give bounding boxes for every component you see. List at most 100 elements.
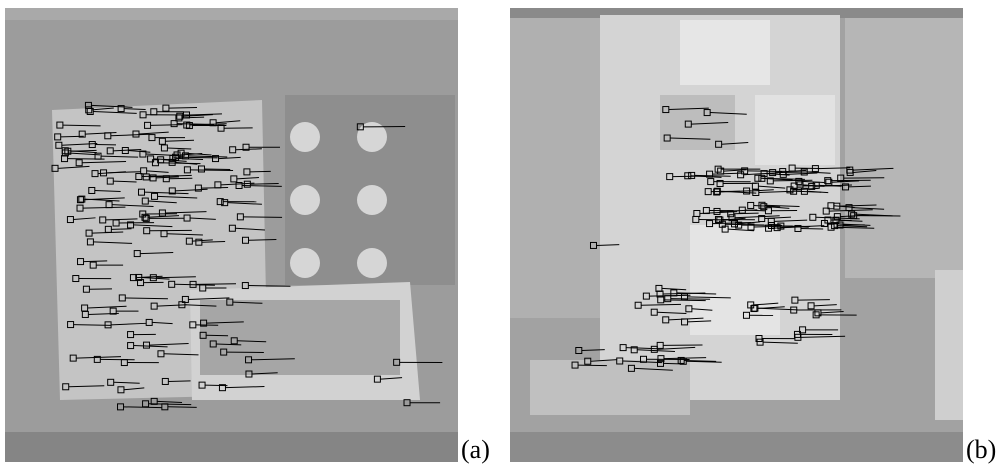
feature-box <box>150 302 158 310</box>
feature-box <box>127 331 135 339</box>
feature-box <box>833 213 841 221</box>
match-line <box>853 170 877 173</box>
feature-box <box>713 207 721 215</box>
match-line <box>801 180 825 184</box>
feature-box <box>183 214 191 222</box>
feature-box <box>845 204 853 212</box>
feature-box <box>181 295 189 303</box>
feature-box <box>55 141 63 149</box>
match-line <box>235 227 265 231</box>
match-line <box>206 321 244 324</box>
match-line <box>216 343 242 346</box>
match-line <box>83 206 126 209</box>
match-line <box>111 322 147 326</box>
feature-box <box>109 307 117 315</box>
match-line <box>840 214 870 218</box>
photo-b <box>510 8 963 462</box>
feature-box <box>747 201 755 209</box>
match-line <box>73 217 96 221</box>
feature-box <box>149 174 157 182</box>
feature-box <box>106 147 114 155</box>
feature-box <box>589 241 597 249</box>
feature-box <box>82 285 90 293</box>
feature-box <box>139 111 147 119</box>
match-line <box>734 215 780 219</box>
match-line <box>773 179 813 182</box>
feature-box <box>226 298 234 306</box>
feature-box <box>837 174 845 182</box>
match-line <box>149 342 189 346</box>
feature-box <box>241 282 249 290</box>
feature-box <box>706 170 714 178</box>
match-line <box>190 217 216 220</box>
dot <box>290 185 320 215</box>
match-line <box>149 174 192 178</box>
feature-box <box>77 258 85 266</box>
feature-box <box>195 238 203 246</box>
match-line <box>722 217 746 221</box>
match-line <box>766 206 790 209</box>
match-line <box>225 386 265 389</box>
match-line <box>190 169 234 172</box>
feature-box <box>137 188 145 196</box>
feature-box <box>824 177 832 185</box>
match-line <box>834 226 875 229</box>
feature-box <box>100 169 108 177</box>
feature-box <box>236 213 244 221</box>
match-line <box>177 123 215 125</box>
monitor <box>935 270 963 420</box>
match-line <box>758 185 786 189</box>
feature-box <box>656 341 664 349</box>
match-line <box>749 189 774 192</box>
match-line <box>93 241 133 244</box>
match-line <box>851 207 885 210</box>
match-line <box>235 148 262 151</box>
feature-box <box>230 337 238 345</box>
poster-sheet <box>680 20 770 85</box>
feature-box <box>713 188 721 196</box>
feature-box <box>76 204 84 212</box>
feature-box <box>790 182 798 190</box>
feature-box <box>685 305 693 313</box>
feature-box <box>209 119 217 127</box>
match-line <box>147 215 180 218</box>
feature-box <box>684 172 692 180</box>
match-line <box>144 191 189 195</box>
match-line <box>668 107 709 111</box>
match-line <box>125 297 168 300</box>
feature-box <box>794 224 802 232</box>
feature-box <box>127 342 135 350</box>
dot <box>357 248 387 278</box>
match-line <box>83 260 108 263</box>
feature-box <box>634 301 642 309</box>
match-line <box>800 335 846 338</box>
match-line <box>774 219 808 222</box>
feature-box <box>793 330 801 338</box>
feature-box <box>767 217 775 225</box>
feature-box <box>185 237 193 245</box>
match-line <box>123 406 162 409</box>
match-line <box>251 372 278 375</box>
match-line <box>670 137 711 140</box>
match-line <box>157 400 183 404</box>
match-line <box>649 294 691 297</box>
feature-box <box>89 261 97 269</box>
feature-box <box>142 341 150 349</box>
match-line <box>158 162 201 165</box>
feature-box <box>221 199 229 207</box>
feature-box <box>831 222 839 230</box>
match-line <box>76 356 122 359</box>
feature-box <box>786 186 794 194</box>
feature-box <box>842 183 850 191</box>
feature-box <box>737 171 745 179</box>
feature-box <box>148 134 156 142</box>
feature-box <box>235 182 243 190</box>
feature-box <box>738 206 746 214</box>
feature-box <box>56 121 64 129</box>
match-line <box>670 298 711 300</box>
match-line <box>93 111 137 114</box>
match-line <box>157 195 198 199</box>
feature-box <box>214 181 222 189</box>
match-line <box>236 177 259 180</box>
match-line <box>237 340 267 343</box>
